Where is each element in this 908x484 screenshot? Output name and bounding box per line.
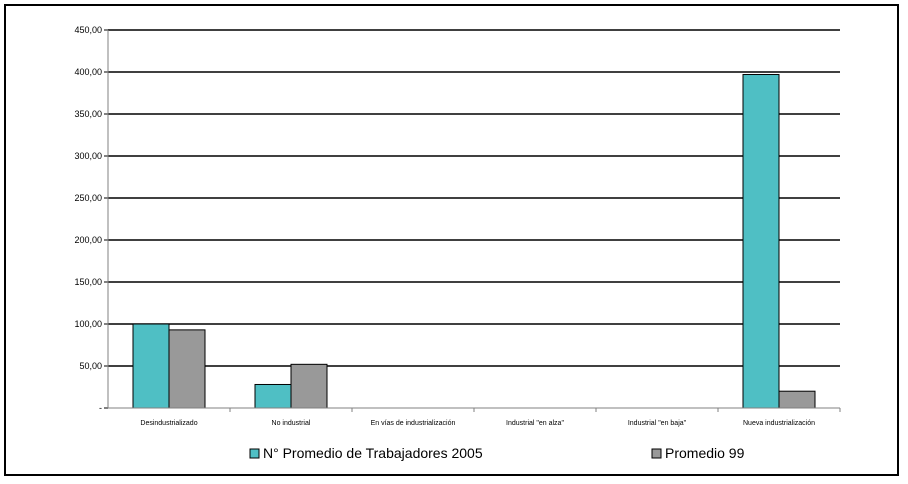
y-tick-label: 350,00 [74, 109, 102, 119]
y-tick-label: 400,00 [74, 67, 102, 77]
x-tick-label: Nueva industrialización [743, 420, 815, 427]
bar-trabajadores-2005 [254, 383, 292, 409]
axes [104, 29, 841, 412]
grid-lines [108, 29, 840, 367]
legend-label: N° Promedio de Trabajadores 2005 [263, 445, 483, 461]
legend-swatch [651, 448, 662, 459]
x-tick-label: Industrial "en baja" [628, 420, 687, 427]
y-tick-label: 200,00 [74, 235, 102, 245]
y-tick-label: 450,00 [74, 25, 102, 35]
bar-promedio-99 [778, 390, 816, 409]
bars [132, 74, 816, 409]
legend-swatch [249, 448, 260, 459]
x-tick-labels: Desindustrializado No industrial En vías d… [140, 420, 815, 427]
x-tick-label: No industrial [272, 420, 311, 427]
y-tick-label: - [99, 403, 102, 413]
bar-promedio-99 [290, 363, 328, 409]
bar-promedio-99 [168, 329, 206, 409]
bar-trabajadores-2005 [132, 323, 170, 409]
y-tick-labels: - 50,00 100,00 150,00 200,00 250,00 300,00 350,… [74, 25, 102, 413]
bar-trabajadores-2005 [742, 74, 780, 409]
y-tick-label: 250,00 [74, 193, 102, 203]
x-tick-label: Desindustrializado [140, 420, 197, 427]
legend: N° Promedio de Trabajadores 2005 Promedio… [249, 445, 745, 461]
y-tick-label: 150,00 [74, 277, 102, 287]
x-tick-label: En vías de industrialización [371, 420, 456, 427]
x-tick-label: Industrial "en alza" [506, 420, 564, 427]
y-tick-label: 300,00 [74, 151, 102, 161]
y-tick-label: 100,00 [74, 319, 102, 329]
legend-label: Promedio 99 [665, 445, 745, 461]
y-tick-label: 50,00 [79, 361, 102, 371]
